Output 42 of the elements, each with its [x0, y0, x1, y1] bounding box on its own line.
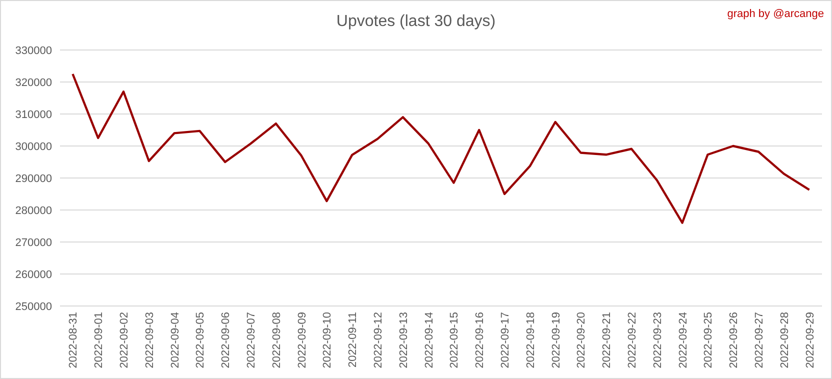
y-tick-label: 260000: [15, 268, 52, 281]
x-tick-label: 2022-09-07: [246, 312, 258, 368]
chart-title: Upvotes (last 30 days): [336, 13, 496, 30]
y-tick-label: 280000: [15, 204, 52, 217]
y-tick-label: 310000: [15, 108, 52, 121]
y-tick-label: 330000: [15, 44, 52, 57]
x-tick-label: 2022-09-04: [169, 312, 182, 368]
x-tick-label: 2022-09-13: [398, 312, 410, 368]
x-tick-label: 2022-09-24: [677, 312, 690, 368]
text: graph by @arcange: [727, 8, 824, 20]
x-tick-label: 2022-09-16: [474, 312, 486, 368]
x-tick-label: 2022-08-31: [68, 312, 80, 368]
x-tick-label: 2022-09-11: [347, 312, 360, 368]
x-tick-label: 2022-09-10: [322, 312, 334, 368]
y-tick-label: 300000: [15, 140, 52, 153]
x-tick-label: 2022-09-12: [372, 312, 384, 368]
x-tick-label: 2022-09-19: [550, 312, 562, 368]
x-tick-label: 2022-09-14: [423, 312, 436, 368]
x-tick-label: 2022-09-05: [194, 312, 207, 368]
x-tick-label: 2022-09-15: [448, 312, 461, 368]
x-tick-label: 2022-09-17: [500, 312, 512, 368]
x-tick-label: 2022-09-09: [296, 312, 308, 368]
x-tick-label: 2022-09-26: [728, 312, 740, 368]
x-tick-label: 2022-09-22: [626, 312, 638, 368]
x-tick-label: 2022-09-20: [576, 312, 588, 368]
x-tick-label: 2022-09-23: [652, 312, 664, 368]
x-tick-label: 2022-09-18: [524, 312, 537, 368]
x-tick-label: 2022-09-25: [702, 312, 715, 368]
x-tick-label: 2022-09-29: [804, 312, 816, 368]
x-tick-label: 2022-09-03: [144, 312, 156, 368]
x-tick-label: 2022-09-08: [270, 312, 283, 368]
y-tick-label: 320000: [15, 76, 52, 89]
x-tick-label: 2022-09-02: [118, 312, 130, 368]
line-series: [72, 72, 810, 224]
x-tick-label: 2022-09-27: [754, 312, 766, 368]
x-tick-label: 2022-09-21: [601, 312, 614, 368]
y-tick-label: 290000: [15, 172, 52, 185]
x-tick-label: 2022-09-06: [220, 312, 232, 368]
x-tick-label: 2022-09-28: [778, 312, 791, 368]
y-tick-label: 270000: [15, 236, 52, 249]
y-tick-label: 250000: [15, 300, 52, 313]
x-tick-label: 2022-09-01: [93, 312, 106, 368]
